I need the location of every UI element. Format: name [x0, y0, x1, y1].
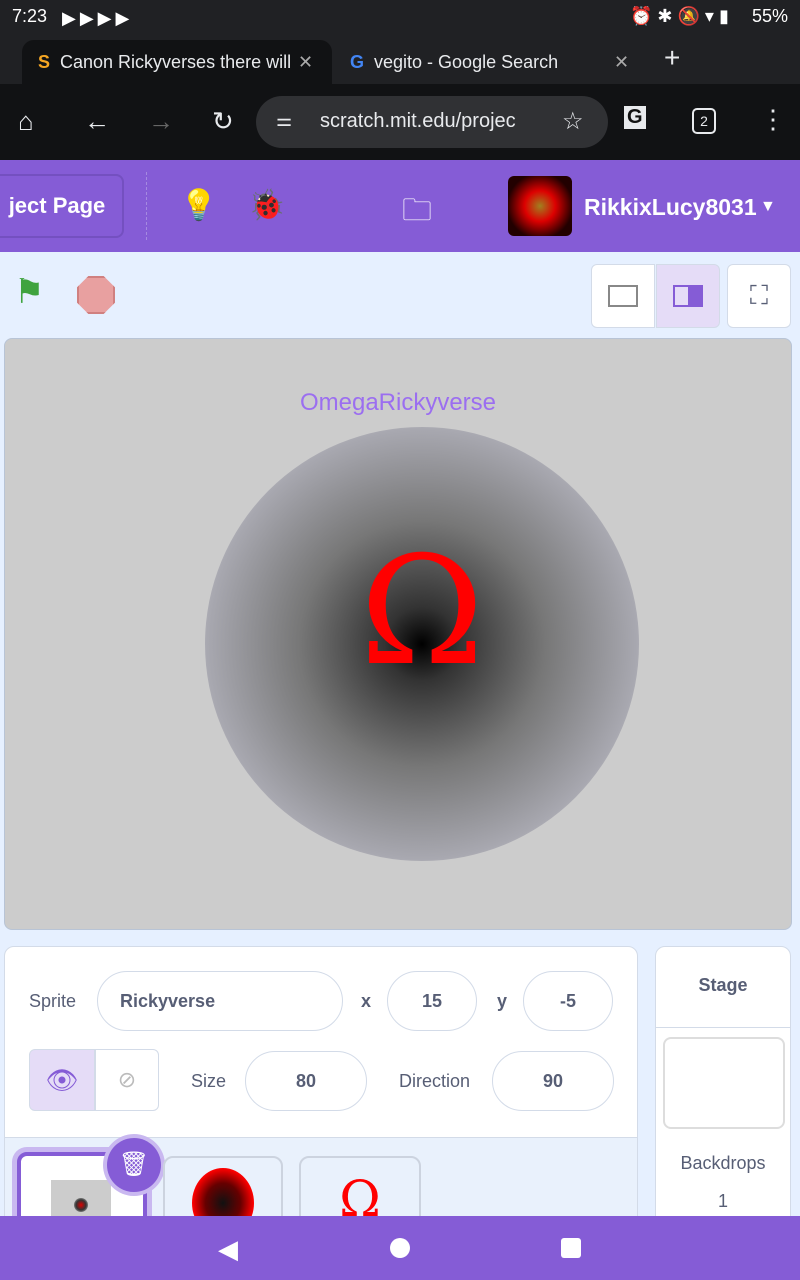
sprite-label: Sprite [29, 991, 77, 1011]
green-flag-icon[interactable]: ⚑ [14, 273, 45, 311]
translate-icon[interactable]: G [624, 106, 646, 129]
new-tab-icon[interactable]: + [664, 42, 681, 73]
android-nav-bar: ◀ [0, 1216, 800, 1280]
debug-bug-icon[interactable]: 🐞 [248, 189, 286, 222]
small-stage-icon [608, 285, 638, 307]
recents-nav-icon[interactable] [561, 1238, 581, 1258]
sprite-name-input[interactable]: Rickyverse [97, 971, 343, 1031]
battery-level: 55% [752, 6, 789, 26]
direction-label: Direction [399, 1071, 471, 1091]
fullscreen-button[interactable]: ⛶ [727, 264, 791, 328]
eye-slash-icon: ⊘ [117, 1067, 137, 1092]
omega-symbol: Ω [359, 525, 485, 699]
home-nav-icon[interactable] [390, 1238, 410, 1258]
fullscreen-icon: ⛶ [749, 280, 769, 310]
status-bar: 7:23 ▶▶▶▶ ⏰ ✱ 🔕 ▾ ▮ 55% [0, 0, 800, 34]
clock: 7:23 [12, 6, 48, 26]
tab-strip: S Canon Rickyverses there will ✕ G vegit… [0, 34, 800, 84]
size-input[interactable]: 80 [245, 1051, 367, 1111]
backdrop-thumbnail[interactable] [663, 1037, 785, 1129]
rickyverse-sprite[interactable]: Ω [205, 427, 639, 861]
menu-icon[interactable]: ⋮ [760, 104, 786, 134]
trash-icon: 🗑 [118, 1151, 150, 1178]
site-settings-icon[interactable]: ⚌ [276, 110, 293, 130]
scratch-favicon-icon: S [38, 51, 51, 72]
sprite-name-text: OmegaRickyverse [299, 389, 497, 416]
normal-stage-icon [673, 285, 703, 307]
backdrops-label: Backdrops [680, 1153, 766, 1173]
y-input[interactable]: -5 [523, 971, 613, 1031]
size-label: Size [191, 1071, 227, 1091]
show-sprite-button[interactable]: 👁 [29, 1049, 95, 1111]
normal-stage-button[interactable] [656, 264, 720, 328]
forward-icon[interactable]: → [148, 106, 174, 136]
tab-google[interactable]: G vegito - Google Search ✕ [350, 51, 630, 72]
browser-toolbar: ⌂ ← → ↻ ⚌ scratch.mit.edu/projec ☆ G 2 ⋮ [0, 84, 800, 160]
x-input[interactable]: 15 [387, 971, 477, 1031]
direction-input[interactable]: 90 [492, 1051, 614, 1111]
stage-panel[interactable]: Stage Backdrops 1 [655, 946, 791, 1236]
eye-icon: 👁 [45, 1064, 79, 1095]
stage-canvas[interactable]: OmegaRickyverse Ω [4, 338, 792, 930]
stage-title: Stage [698, 975, 748, 995]
divider [146, 172, 147, 240]
back-nav-icon[interactable]: ◀ [218, 1234, 238, 1264]
folder-icon[interactable]: 🗀 [402, 194, 432, 227]
tab-scratch[interactable]: S Canon Rickyverses there will ✕ [22, 40, 332, 84]
avatar[interactable] [508, 176, 572, 236]
tab-count-button[interactable]: 2 [692, 108, 716, 134]
backdrops-count: 1 [717, 1191, 728, 1211]
home-icon[interactable]: ⌂ [18, 106, 34, 136]
see-project-page-button[interactable]: ject Page [0, 174, 124, 238]
hide-sprite-button[interactable]: ⊘ [95, 1049, 159, 1111]
address-bar[interactable]: ⚌ scratch.mit.edu/projec ☆ [256, 96, 608, 148]
youtube-notification-icons: ▶▶▶▶ [62, 8, 134, 28]
divider [656, 1027, 790, 1028]
y-label: y [497, 991, 508, 1011]
close-icon[interactable]: ✕ [614, 51, 630, 72]
reload-icon[interactable]: ↻ [212, 106, 234, 136]
x-label: x [361, 991, 372, 1011]
star-icon[interactable]: ☆ [562, 108, 584, 135]
chevron-down-icon[interactable]: ▼ [760, 198, 776, 215]
sprite-info-panel: Sprite Rickyverse x 15 y -5 👁 ⊘ Size 80 … [4, 946, 638, 1246]
scratch-menubar: ject Page 💡 🐞 🗀 RikkixLucy8031 ▼ [0, 160, 800, 252]
close-icon[interactable]: ✕ [298, 51, 314, 72]
status-icons: ⏰ ✱ 🔕 ▾ ▮ [630, 6, 729, 26]
small-stage-button[interactable] [591, 264, 655, 328]
username[interactable]: RikkixLucy8031 [584, 194, 757, 220]
google-favicon-icon: G [350, 51, 365, 72]
back-icon[interactable]: ← [84, 106, 110, 136]
delete-sprite-button[interactable]: 🗑 [107, 1138, 161, 1192]
stop-icon[interactable] [77, 276, 115, 314]
tutorials-lightbulb-icon[interactable]: 💡 [180, 189, 218, 222]
